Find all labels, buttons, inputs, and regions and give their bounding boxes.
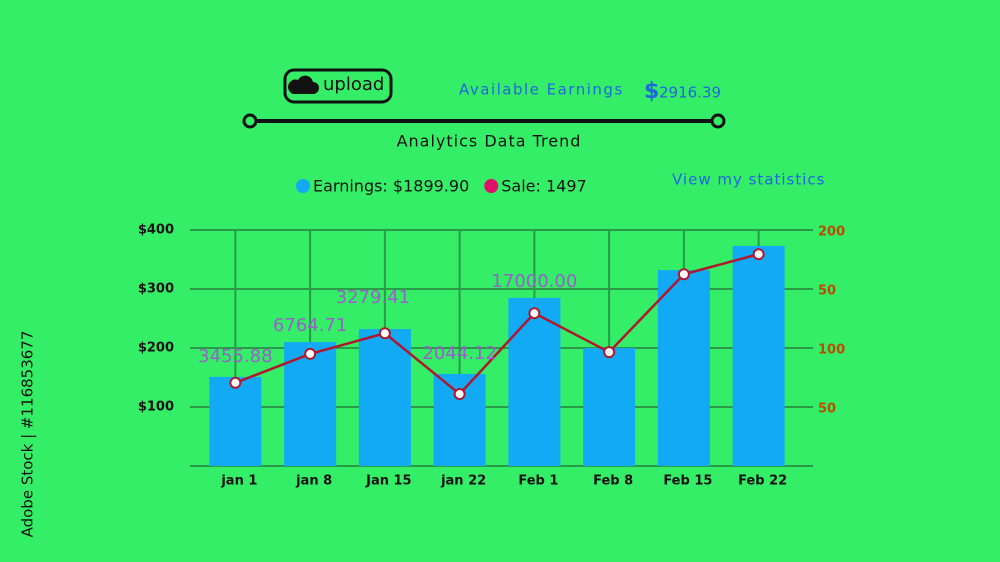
legend-swatch xyxy=(484,179,499,193)
annotation: 3455.88 xyxy=(198,346,272,367)
bar xyxy=(433,373,486,466)
annotation: 6764.71 xyxy=(273,315,347,336)
y2-tick-label: 100 xyxy=(818,343,845,358)
x-tick-label: jan 1 xyxy=(220,474,257,489)
line-marker xyxy=(304,347,317,360)
line-marker xyxy=(528,307,541,320)
bar xyxy=(358,329,411,466)
line-marker xyxy=(752,248,765,261)
annotation: 3279.41 xyxy=(336,287,410,308)
x-tick-label: Feb 15 xyxy=(663,474,712,489)
y-tick-label: $200 xyxy=(138,341,174,356)
line-marker xyxy=(603,346,616,359)
upload-button[interactable] xyxy=(283,68,393,104)
upload-label[interactable]: upload xyxy=(323,74,384,95)
bar xyxy=(657,270,710,466)
x-tick-label: jan 8 xyxy=(295,474,332,489)
x-tick-label: Feb 8 xyxy=(593,474,633,489)
y2-tick-label: 200 xyxy=(818,225,845,240)
earnings-label: Available Earnings xyxy=(459,81,624,99)
y2-tick-label: 50 xyxy=(818,284,836,299)
bar xyxy=(583,348,636,466)
bar xyxy=(284,342,337,466)
annotation: 2044.12 xyxy=(422,343,496,364)
x-tick-label: Jan 15 xyxy=(365,474,411,489)
earnings-currency: $ xyxy=(644,79,659,104)
annotation: 17000.00 xyxy=(491,271,577,292)
y-tick-label: $300 xyxy=(138,282,174,297)
legend-swatch xyxy=(296,179,310,193)
cloud-icon xyxy=(288,75,319,94)
stats-link[interactable]: View my statistics xyxy=(672,171,825,189)
divider-end xyxy=(710,113,726,129)
bar xyxy=(732,245,785,466)
chart-title: Analytics Data Trend xyxy=(397,132,582,151)
watermark: Adobe Stock | #116853677 xyxy=(19,331,37,538)
x-tick-label: Feb 1 xyxy=(518,474,558,489)
bar xyxy=(508,297,561,466)
legend-label: Earnings: $1899.90 xyxy=(313,177,469,196)
bar xyxy=(209,376,262,466)
divider-end xyxy=(242,113,258,129)
earnings-amount: 2916.39 xyxy=(659,84,721,102)
line-marker xyxy=(453,388,466,401)
y2-tick-label: 50 xyxy=(818,402,836,417)
y-tick-label: $400 xyxy=(138,223,174,238)
x-tick-label: jan 22 xyxy=(440,474,486,489)
line-marker xyxy=(677,268,690,281)
line xyxy=(234,252,759,396)
line-marker xyxy=(229,376,242,389)
y-tick-label: $100 xyxy=(138,400,174,415)
legend-label: Sale: 1497 xyxy=(501,177,586,196)
line-marker xyxy=(378,327,391,340)
x-tick-label: Feb 22 xyxy=(738,474,787,489)
